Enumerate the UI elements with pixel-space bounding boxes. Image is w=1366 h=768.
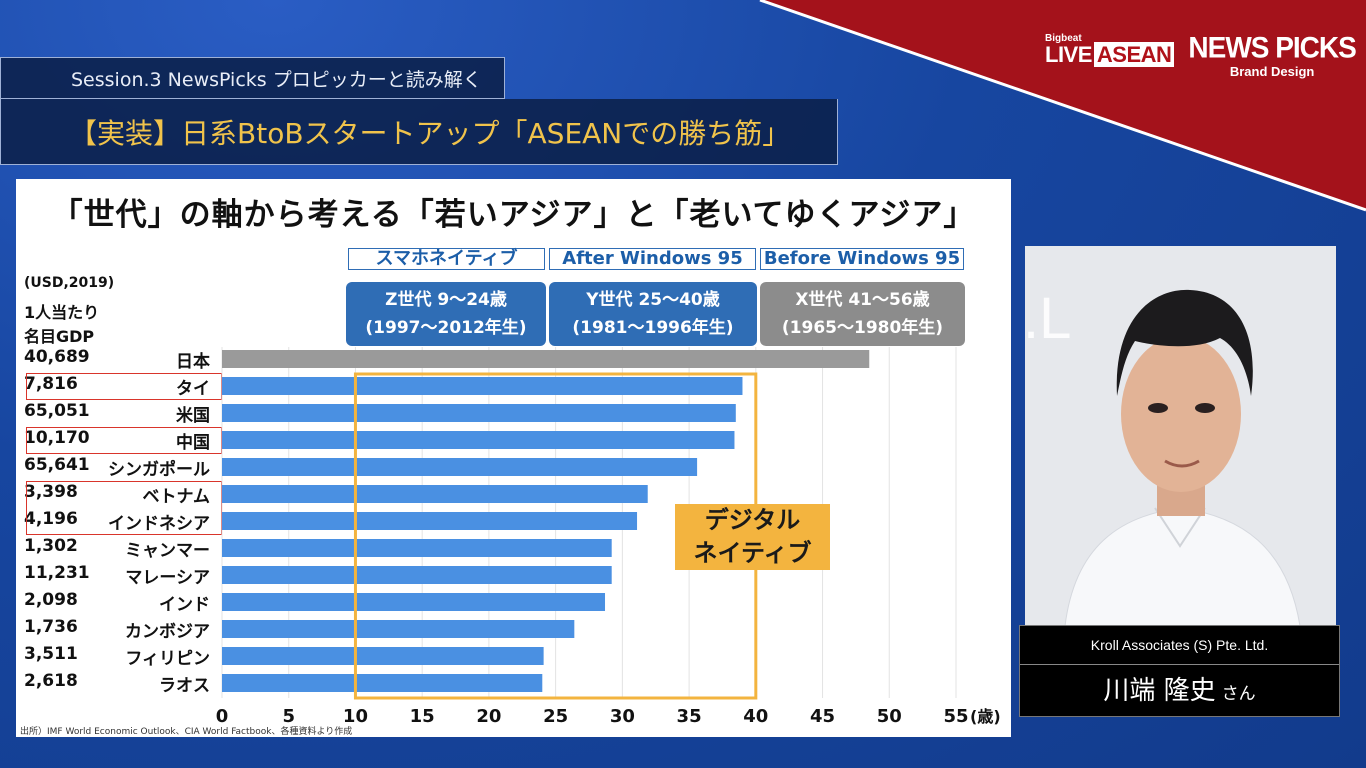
x-tick-label: 5 [282,706,295,727]
bar [222,377,743,395]
speaker-company: Kroll Associates (S) Pte. Ltd. [1020,626,1339,665]
gen-years-x: (1965〜1980年生) [781,318,944,338]
bigbeat-label: Bigbeat [1045,33,1082,44]
x-unit-label: (歳) [970,707,1001,726]
gdp-value: 2,618 [24,671,78,691]
country-label: ミャンマー [125,541,210,561]
speaker-name: 川端 隆史 さん [1020,665,1339,717]
bar [222,647,544,665]
gen-box-y: Y世代 25〜40歳 (1981〜1996年生) [549,282,757,346]
gdp-value: 11,231 [24,563,90,583]
bar [222,593,606,611]
x-tick-label: 25 [543,706,568,727]
gdp-value: 4,196 [24,509,78,529]
country-label: ベトナム [142,487,211,507]
gdp-value: 7,816 [24,374,78,394]
bar [222,566,612,584]
x-tick-label: 45 [810,706,835,727]
svg-text:.L: .L [1025,286,1071,351]
country-label: 中国 [176,433,210,453]
live-asean-logo: Bigbeat LIVE ASEAN [1045,33,1175,67]
x-tick-label: 35 [677,706,702,727]
gdp-value: 10,170 [24,428,90,448]
gen-header-x: Before Windows 95 [760,248,964,270]
newspicks-logo: NEWS PICKS Brand Design [1188,31,1356,79]
bar [222,458,698,476]
gen-header-z: スマホネイティブ [348,248,545,270]
gen-label-y: Y世代 25〜40歳 [586,290,720,310]
gen-header-y: After Windows 95 [549,248,756,270]
x-tick-label: 40 [743,706,768,727]
digital-native-line-2: ネイティブ [693,539,812,567]
country-label: 米国 [176,406,210,426]
x-tick-label: 0 [216,706,229,727]
country-label: インド [159,595,210,615]
asean-label: ASEAN [1093,42,1175,67]
unit-label-3: 名目GDP [24,327,95,346]
brand-design-label: Brand Design [1229,64,1315,79]
gen-label-z: Z世代 9〜24歳 [385,290,507,310]
gdp-value: 40,689 [24,347,90,367]
gdp-value: 3,398 [24,482,78,502]
logos: Bigbeat LIVE ASEAN NEWS PICKS Brand Desig… [1045,31,1357,90]
bar [222,620,575,638]
source-note: 出所）IMF World Economic Outlook、CIA World … [20,727,353,737]
gen-years-z: (1997〜2012年生) [365,318,527,338]
gdp-value: 1,302 [24,536,78,556]
country-label: ラオス [159,676,210,696]
live-label: LIVE [1045,42,1092,67]
country-label: シンガポール [108,460,210,480]
newspicks-label: NEWS PICKS [1188,31,1356,64]
x-tick-label: 55 [943,706,968,727]
x-tick-label: 10 [343,706,368,727]
x-tick-label: 30 [610,706,635,727]
gdp-value: 2,098 [24,590,78,610]
digital-native-line-1: デジタル [704,506,801,534]
bar [222,674,543,692]
x-tick-label: 50 [877,706,902,727]
country-label: フィリピン [125,649,210,669]
slide: 「世代」の軸から考える「若いアジア」と「老いてゆくアジア」 スマホネイティブ A… [16,179,1011,737]
chart-title: 「世代」の軸から考える「若いアジア」と「老いてゆくアジア」 [51,197,976,233]
bar [222,485,648,503]
gen-box-x: X世代 41〜56歳 (1965〜1980年生) [760,282,965,346]
gdp-value: 3,511 [24,644,78,664]
unit-label-2: 1人当たり [24,303,100,322]
session-label: Session.3 NewsPicks プロピッカーと読み解く [0,57,505,99]
bar [222,539,612,557]
country-label: タイ [176,379,210,399]
speaker-video: .L [1025,246,1336,626]
gen-label-x: X世代 41〜56歳 [795,290,930,310]
bar [222,512,638,530]
gen-years-y: (1981〜1996年生) [572,318,734,338]
gen-box-z: Z世代 9〜24歳 (1997〜2012年生) [346,282,546,346]
x-tick-label: 15 [410,706,435,727]
speaker-honorific: さん [1221,684,1256,704]
session-title: 【実装】日系BtoBスタートアップ「ASEANでの勝ち筋」 [0,99,838,165]
speaker-name-plate: Kroll Associates (S) Pte. Ltd. 川端 隆史 さん [1019,625,1340,717]
x-tick-label: 20 [476,706,501,727]
country-label: インドネシア [108,514,210,534]
bar-chart: 0 5 10 15 20 25 30 35 40 45 50 55 (歳) [216,347,1001,727]
gdp-value: 65,641 [24,455,90,475]
speaker-portrait: .L [1025,246,1336,626]
country-label: マレーシア [125,568,210,588]
country-label: 日本 [176,352,210,372]
speaker-name-text: 川端 隆史 [1103,676,1216,706]
bar [222,431,735,449]
digital-native-label: デジタル ネイティブ [675,504,830,570]
gdp-value: 65,051 [24,401,90,421]
unit-label-1: (USD,2019) [24,275,115,291]
country-label: カンボジア [125,622,210,642]
gdp-value: 1,736 [24,617,78,637]
bar [222,350,870,368]
bar [222,404,736,422]
